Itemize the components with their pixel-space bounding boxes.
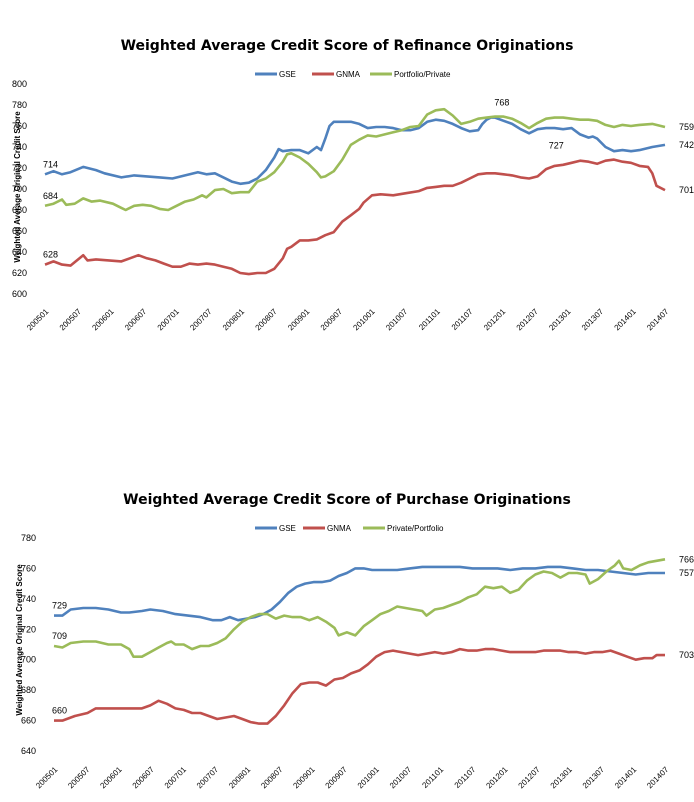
y-axis-label: Weighted Average Original Credit Score [15, 564, 24, 716]
legend-label: Portfolio/Private [394, 70, 451, 79]
y-tick-label: 640 [21, 746, 36, 756]
data-label: 714 [43, 159, 58, 169]
x-tick-label: 200901 [291, 765, 317, 791]
data-label: 701 [679, 185, 694, 195]
x-tick-label: 200907 [324, 765, 350, 791]
series-line-portfolio-private [44, 107, 666, 212]
refinance-chart-plot: 600 620 640 660 680 700 720 740 760 780 800 Weighte… [12, 70, 694, 332]
data-label: 709 [52, 631, 67, 641]
x-tick-label: 201301 [549, 765, 575, 791]
x-tick-label: 201001 [356, 765, 382, 791]
x-tick-label: 201007 [388, 765, 414, 791]
x-tick-label: 200701 [163, 765, 189, 791]
x-tick-label: 201207 [517, 765, 543, 791]
x-tick-label: 200801 [227, 765, 253, 791]
y-tick-label: 760 [21, 563, 36, 573]
x-tick-label: 201407 [645, 765, 671, 791]
x-tick-label: 201107 [453, 765, 478, 790]
y-tick-label: 700 [21, 655, 36, 665]
y-tick-label: 660 [12, 226, 27, 236]
y-tick-label: 720 [21, 624, 36, 634]
data-label: 742 [679, 140, 694, 150]
y-tick-label: 760 [12, 121, 27, 131]
y-tick-label: 600 [12, 289, 27, 299]
series-line-gse [54, 565, 665, 622]
series-line-gse [44, 116, 666, 186]
x-tick-label: 201101 [420, 765, 445, 790]
data-label: 660 [52, 706, 67, 716]
x-tick-label: 200707 [195, 765, 221, 791]
x-tick-label: 201201 [484, 765, 510, 791]
data-label: 757 [679, 568, 694, 578]
legend-label: GSE [279, 524, 296, 533]
x-tick-label: 200501 [34, 765, 60, 791]
y-tick-label: 720 [12, 163, 27, 173]
data-label: 766 [679, 554, 694, 564]
y-tick-label: 680 [12, 205, 27, 215]
series-line-gnma [54, 647, 665, 725]
y-tick-label: 740 [21, 594, 36, 604]
y-axis-label: Weighted Average Original Credit Score [13, 111, 22, 263]
data-label: 684 [43, 191, 58, 201]
x-tick-label: 200601 [98, 765, 124, 791]
y-tick-label: 780 [21, 533, 36, 543]
y-tick-label: 780 [12, 100, 27, 110]
y-tick-label: 740 [12, 142, 27, 152]
x-tick-label: 200507 [66, 765, 92, 791]
chart-title: Weighted Average Credit Score of Refinan… [120, 38, 574, 54]
series-line-private-portfolio [53, 558, 666, 658]
x-tick-label: 201307 [581, 765, 607, 791]
refinance-chart: Weighted Average Credit Score of Refinan… [0, 0, 694, 400]
legend-label: Private/Portfolio [387, 524, 444, 533]
y-tick-label: 680 [21, 685, 36, 695]
legend-label: GNMA [327, 524, 352, 533]
y-tick-label: 700 [12, 184, 27, 194]
y-tick-label: 620 [12, 268, 27, 278]
data-label: 703 [679, 650, 694, 660]
data-label: 628 [43, 250, 58, 260]
data-label: 768 [494, 98, 509, 108]
series-line-gnma [44, 158, 666, 276]
x-tick-label: 200807 [259, 765, 285, 791]
y-tick-label: 660 [21, 716, 36, 726]
data-label: 759 [679, 122, 694, 132]
data-label: 727 [549, 141, 564, 151]
x-tick-label: 200607 [131, 765, 157, 791]
data-label: 729 [52, 601, 67, 611]
x-tick-label: 201401 [613, 765, 639, 791]
legend-label: GNMA [336, 70, 361, 79]
y-tick-label: 640 [12, 247, 27, 257]
chart-title: Weighted Average Credit Score of Purchas… [123, 492, 571, 508]
y-tick-label: 800 [12, 79, 27, 89]
legend-label: GSE [279, 70, 296, 79]
